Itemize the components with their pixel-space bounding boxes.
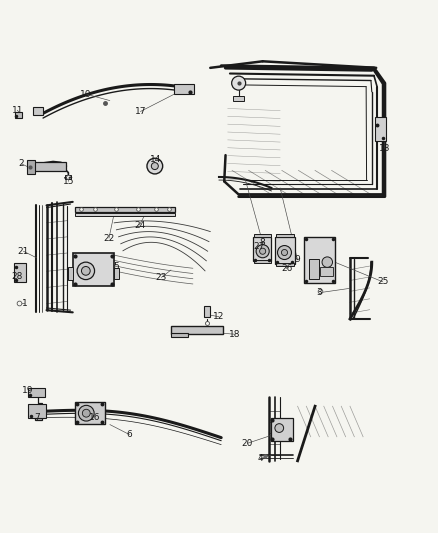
Bar: [254, 234, 271, 237]
Bar: [27, 160, 35, 174]
Bar: [375, 117, 386, 141]
Text: 8: 8: [260, 238, 265, 247]
Circle shape: [81, 266, 90, 275]
Bar: [75, 402, 105, 424]
Bar: [75, 213, 175, 216]
Text: 28: 28: [11, 272, 23, 280]
Bar: [171, 333, 187, 337]
Bar: [68, 268, 73, 280]
Text: 20: 20: [242, 439, 253, 448]
Bar: [253, 237, 272, 261]
Bar: [29, 161, 66, 171]
Text: 17: 17: [134, 107, 146, 116]
Circle shape: [78, 405, 94, 421]
Circle shape: [278, 246, 291, 260]
Circle shape: [232, 76, 246, 90]
Text: 13: 13: [379, 144, 391, 153]
Text: 11: 11: [11, 106, 23, 115]
Bar: [33, 107, 43, 115]
Bar: [73, 253, 114, 286]
Bar: [174, 84, 194, 94]
Text: 4: 4: [258, 454, 263, 463]
Bar: [254, 260, 271, 263]
Text: 1: 1: [22, 299, 28, 308]
Text: 27: 27: [254, 243, 265, 252]
Bar: [75, 207, 175, 212]
Bar: [35, 410, 42, 420]
Bar: [204, 306, 210, 317]
Circle shape: [147, 158, 162, 174]
Text: 9: 9: [295, 255, 300, 264]
Circle shape: [82, 409, 90, 417]
Text: 23: 23: [155, 273, 167, 282]
Text: 15: 15: [63, 177, 74, 186]
Text: 18: 18: [229, 330, 240, 338]
Circle shape: [77, 262, 95, 280]
Bar: [65, 175, 71, 179]
Bar: [14, 263, 26, 282]
Text: 16: 16: [89, 413, 100, 422]
Bar: [28, 388, 45, 398]
Bar: [276, 234, 294, 237]
Circle shape: [282, 249, 288, 256]
Bar: [28, 403, 46, 418]
Text: 6: 6: [127, 430, 132, 439]
Text: 7: 7: [34, 413, 40, 422]
Text: 2: 2: [19, 159, 25, 168]
Bar: [233, 96, 244, 101]
Text: 14: 14: [150, 155, 161, 164]
Bar: [304, 237, 335, 283]
Text: 24: 24: [134, 221, 145, 230]
Bar: [271, 418, 293, 441]
Circle shape: [256, 245, 269, 258]
Text: 21: 21: [18, 247, 29, 256]
Text: 5: 5: [113, 262, 119, 271]
Bar: [276, 263, 294, 266]
Bar: [14, 112, 21, 118]
Circle shape: [151, 163, 158, 169]
Text: 26: 26: [281, 264, 292, 273]
Circle shape: [260, 248, 266, 254]
Text: 3: 3: [317, 288, 322, 297]
Text: 19: 19: [22, 386, 34, 395]
Text: 22: 22: [103, 233, 115, 243]
Bar: [320, 268, 332, 276]
Bar: [171, 326, 223, 334]
Text: 10: 10: [80, 90, 92, 99]
Text: 12: 12: [213, 312, 225, 321]
Circle shape: [275, 424, 284, 432]
Bar: [308, 259, 319, 279]
Circle shape: [322, 257, 332, 268]
Text: 25: 25: [377, 277, 389, 286]
Bar: [114, 268, 120, 279]
Bar: [275, 237, 294, 264]
